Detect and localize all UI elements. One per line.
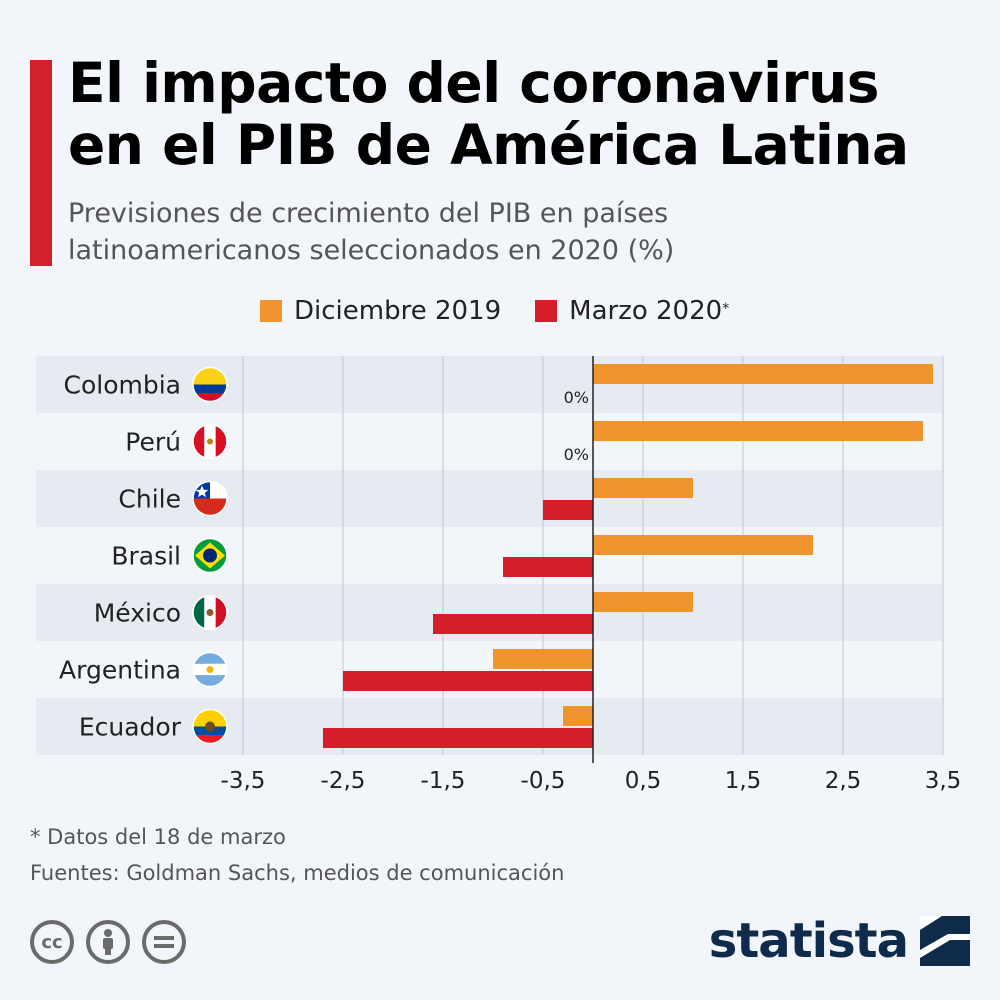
legend-swatch-dic2019 (260, 300, 282, 322)
category-label: Perú (125, 428, 181, 457)
license-icons: cc (30, 920, 198, 964)
bar-mar2020 (543, 500, 593, 520)
category-label: Colombia (64, 371, 181, 400)
x-tick-label: 3,5 (925, 768, 962, 794)
footnote: * Datos del 18 de marzo (30, 825, 286, 849)
bar-dic2019 (593, 592, 693, 612)
colombia-flag-icon (192, 366, 228, 403)
ecuador-flag-icon (192, 708, 228, 745)
title-line-1: El impacto del coronavirus (68, 51, 880, 115)
category-label: Argentina (59, 656, 181, 685)
legend: Diciembre 2019 Marzo 2020 * (260, 293, 763, 329)
x-tick-label: 2,5 (825, 768, 862, 794)
x-tick-label: -2,5 (321, 768, 366, 794)
category-label: Chile (118, 485, 181, 514)
source-note: Fuentes: Goldman Sachs, medios de comuni… (30, 861, 565, 885)
legend-item-mar2020: Marzo 2020 * (535, 296, 729, 326)
x-tick-label: 0,5 (625, 768, 662, 794)
bar-mar2020 (323, 728, 593, 748)
chart-subtitle: Previsiones de crecimiento del PIB en pa… (68, 195, 968, 269)
category-label: Ecuador (79, 713, 182, 742)
x-tick-label: -0,5 (521, 768, 566, 794)
x-tick-label: -1,5 (421, 768, 466, 794)
category-label: Brasil (111, 542, 181, 571)
brand-name: statista (708, 913, 909, 969)
legend-swatch-mar2020 (535, 300, 558, 322)
accent-bar (30, 60, 52, 266)
category-label: México (94, 599, 181, 628)
bar-dic2019 (593, 478, 693, 498)
mexico-flag-icon (192, 594, 228, 631)
subtitle-line-1: Previsiones de crecimiento del PIB en pa… (68, 198, 669, 229)
bar-dic2019 (593, 535, 813, 555)
x-tick-label: 1,5 (725, 768, 762, 794)
statista-logo-icon (920, 916, 970, 966)
brand[interactable]: statista (709, 913, 970, 969)
peru-flag-icon (192, 423, 228, 460)
zero-value-label: 0% (564, 445, 589, 464)
chile-flag-icon (192, 480, 228, 517)
brasil-flag-icon (192, 537, 228, 574)
bar-dic2019 (563, 706, 593, 726)
bar-mar2020 (343, 671, 593, 691)
x-tick-label: -3,5 (221, 768, 266, 794)
bar-chart: -3,5 -2,5 -1,5 -0,5 0,5 1,5 2,5 3,5 Colombia 0% Pe… (36, 356, 962, 794)
zero-value-label: 0% (564, 388, 589, 407)
bar-dic2019 (593, 421, 923, 441)
bar-dic2019 (493, 649, 593, 669)
bar-mar2020 (503, 557, 593, 577)
legend-asterisk: * (722, 301, 730, 317)
row-stripe (36, 470, 943, 527)
chart-title: El impacto del coronavirus en el PIB de … (68, 52, 978, 176)
argentina-flag-icon (192, 651, 228, 688)
bar-mar2020 (433, 614, 593, 634)
subtitle-line-2: latinoamericanos seleccionados en 2020 (… (68, 235, 675, 266)
attribution-icon[interactable] (86, 920, 130, 964)
cc-icon[interactable]: cc (30, 920, 74, 964)
bar-dic2019 (593, 364, 933, 384)
legend-label-mar2020: Marzo 2020 (569, 296, 723, 326)
legend-label-dic2019: Diciembre 2019 (294, 296, 502, 326)
legend-item-dic2019: Diciembre 2019 (260, 296, 501, 326)
no-derivatives-icon[interactable] (142, 920, 186, 964)
title-line-2: en el PIB de América Latina (68, 113, 909, 177)
